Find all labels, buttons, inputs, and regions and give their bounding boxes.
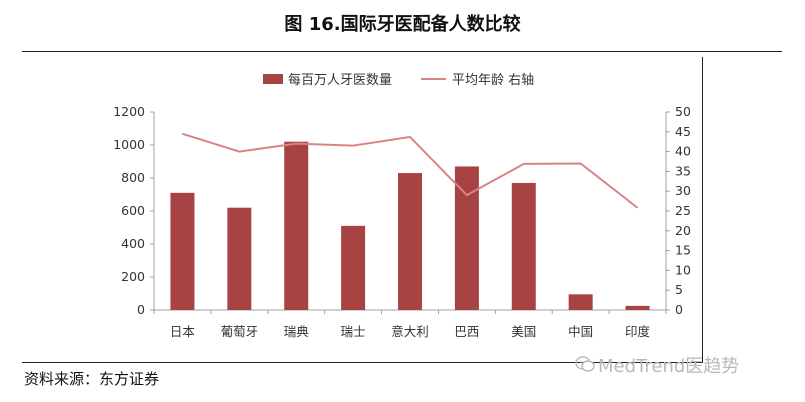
y-right-tick-label: 5 bbox=[675, 282, 683, 297]
bar bbox=[625, 305, 650, 310]
y-left-tick-label: 600 bbox=[121, 203, 145, 218]
y-right-tick-label: 10 bbox=[675, 262, 691, 277]
x-tick-label: 意大利 bbox=[391, 324, 429, 339]
source-note: 资料来源：东方证券 bbox=[24, 370, 160, 388]
x-tick-label: 巴西 bbox=[454, 324, 479, 339]
y-right-tick-label: 40 bbox=[675, 144, 691, 159]
y-right-tick-label: 20 bbox=[675, 223, 691, 238]
y-right-tick-label: 45 bbox=[675, 124, 691, 139]
chart-frame-right bbox=[702, 57, 703, 363]
bar bbox=[341, 225, 366, 310]
y-right-tick-label: 15 bbox=[675, 243, 691, 258]
watermark: MedTrend医趋势 bbox=[598, 356, 740, 377]
x-tick-label: 美国 bbox=[511, 324, 536, 339]
y-left-tick-label: 800 bbox=[121, 170, 145, 185]
x-tick-label: 中国 bbox=[568, 324, 593, 339]
y-left-tick-label: 400 bbox=[121, 236, 145, 251]
top-divider bbox=[22, 51, 782, 52]
legend-label-bar: 每百万人牙医数量 bbox=[288, 72, 392, 88]
x-tick-label: 瑞士 bbox=[341, 324, 366, 339]
legend-swatch-bar bbox=[263, 74, 283, 84]
x-tick-label: 瑞典 bbox=[284, 324, 309, 339]
x-tick-label: 印度 bbox=[625, 324, 651, 339]
y-right-tick-label: 50 bbox=[675, 104, 691, 119]
bar bbox=[170, 192, 195, 310]
x-tick-label: 葡萄牙 bbox=[221, 324, 259, 339]
y-right-tick-label: 0 bbox=[675, 302, 683, 317]
y-left-tick-label: 1200 bbox=[113, 104, 145, 119]
bar bbox=[568, 294, 593, 310]
line-series bbox=[182, 132, 639, 209]
bar bbox=[227, 207, 252, 310]
legend-label-line: 平均年龄 右轴 bbox=[452, 73, 534, 88]
x-tick-label: 日本 bbox=[170, 324, 196, 339]
wechat-logo-icon bbox=[575, 356, 595, 372]
y-right-tick-label: 35 bbox=[675, 163, 691, 178]
y-right-tick-label: 30 bbox=[675, 183, 691, 198]
bar-series bbox=[170, 141, 650, 310]
bottom-divider bbox=[22, 362, 702, 363]
y-left-tick-label: 1000 bbox=[113, 137, 145, 152]
bar bbox=[284, 141, 309, 310]
bar bbox=[398, 173, 422, 310]
chart-title: 图 16.国际牙医配备人数比较 bbox=[284, 14, 521, 35]
y-right-tick-label: 25 bbox=[675, 203, 691, 218]
bar bbox=[511, 182, 536, 310]
legend: 每百万人牙医数量 平均年龄 右轴 bbox=[263, 72, 534, 88]
y-left-tick-label: 0 bbox=[137, 302, 145, 317]
y-left-tick-label: 200 bbox=[121, 269, 145, 284]
